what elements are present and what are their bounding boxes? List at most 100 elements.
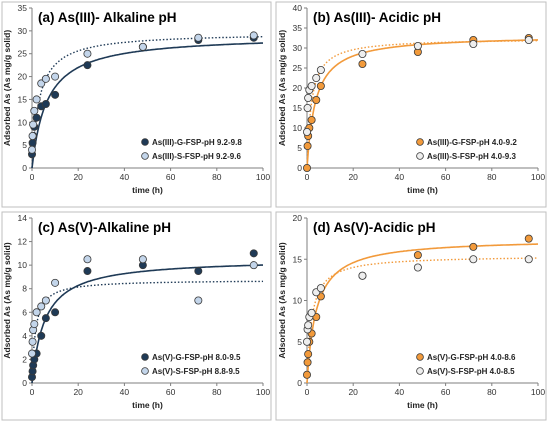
- x-axis-label: time (h): [132, 400, 163, 410]
- legend-label: As(III)-S-FSP-pH 9.2-9.6: [152, 152, 241, 161]
- legend-marker: [416, 367, 424, 375]
- data-point-series-2: [194, 33, 203, 42]
- data-point-series-2: [307, 308, 316, 317]
- data-point-series-2: [30, 106, 39, 115]
- y-axis-label: Adsorbed As (As mg/g solid): [277, 242, 287, 359]
- panel-frame: [275, 211, 547, 421]
- data-point-series-1: [302, 163, 311, 172]
- data-point-series-2: [41, 74, 50, 83]
- y-tick-label: 12: [18, 237, 28, 247]
- data-point-series-2: [413, 263, 422, 272]
- x-axis-label: time (h): [407, 400, 438, 410]
- legend-marker: [141, 367, 149, 375]
- x-tick-label: 100: [256, 387, 270, 397]
- fit-curve-series-1: [306, 39, 538, 169]
- x-tick-label: 80: [487, 172, 497, 182]
- chart-panel-4: 0 5 10 15 20 0 20 40 60 80 100 time (h) Adsorbed As …: [275, 211, 547, 421]
- panel-frame: [275, 1, 547, 208]
- x-tick-label: 80: [212, 387, 222, 397]
- y-tick-label: 0: [297, 163, 302, 173]
- x-tick-label: 60: [166, 387, 176, 397]
- chart-panel-3: 0 2 4 6 8 10 12 14 0 20 40 60 80 100 time (h) Adsorbed …: [1, 211, 272, 421]
- x-tick-label: 80: [487, 387, 497, 397]
- data-point-series-1: [469, 242, 478, 251]
- data-point-series-1: [524, 234, 533, 243]
- y-tick-label: 20: [18, 72, 28, 82]
- data-point-series-1: [41, 100, 50, 109]
- y-tick-label: 35: [18, 3, 28, 13]
- x-tick-label: 0: [305, 172, 310, 182]
- data-point-series-2: [469, 40, 478, 49]
- legend-label: As(III)-S-FSP-pH 4.0-9.3: [427, 152, 516, 161]
- data-point-series-2: [304, 321, 313, 330]
- data-point-series-1: [358, 60, 367, 69]
- x-tick-label: 0: [30, 172, 35, 182]
- y-tick-label: 10: [18, 260, 28, 270]
- x-tick-label: 20: [73, 387, 83, 397]
- data-point-series-2: [30, 320, 39, 329]
- legend-label: As(V)-S-FSP-pH 4.0-8.5: [427, 367, 515, 376]
- data-point-series-2: [32, 308, 41, 317]
- x-tick-label: 40: [395, 387, 405, 397]
- y-tick-label: 4: [22, 331, 27, 341]
- data-point-series-2: [358, 271, 367, 280]
- panel-title: (c) As(V)-Alkaline pH: [38, 220, 171, 235]
- data-point-series-2: [302, 337, 311, 346]
- x-tick-label: 20: [348, 172, 358, 182]
- y-tick-label: 40: [293, 3, 303, 13]
- y-tick-label: 25: [18, 49, 28, 59]
- data-point-series-2: [83, 49, 92, 58]
- y-tick-label: 10: [18, 117, 28, 127]
- y-axis-label: Adsorbed As (As mg/g solid): [277, 30, 287, 147]
- y-tick-label: 30: [293, 43, 303, 53]
- panel-title: (a) As(III)- Alkaline pH: [38, 10, 177, 25]
- data-point-series-1: [51, 90, 60, 99]
- x-tick-label: 100: [531, 172, 545, 182]
- x-axis-label: time (h): [132, 185, 163, 195]
- fit-curve-series-1: [306, 243, 538, 384]
- x-tick-label: 20: [73, 172, 83, 182]
- data-point-series-1: [312, 96, 321, 105]
- x-axis-label: time (h): [407, 185, 438, 195]
- y-tick-label: 25: [293, 63, 303, 73]
- legend-label: As(III)-G-FSP-pH 4.0-9.2: [427, 138, 517, 147]
- y-tick-label: 20: [293, 83, 303, 93]
- y-tick-label: 8: [22, 284, 27, 294]
- data-point-series-2: [249, 261, 258, 270]
- y-tick-label: 5: [297, 337, 302, 347]
- data-point-series-1: [316, 82, 325, 91]
- data-point-series-2: [27, 349, 36, 358]
- x-tick-label: 100: [256, 172, 270, 182]
- y-tick-label: 14: [18, 213, 28, 223]
- legend-marker: [141, 152, 149, 160]
- data-point-series-2: [138, 255, 147, 264]
- y-axis-label: Adsorbed As (As mg/g solid): [2, 242, 12, 359]
- data-point-series-1: [41, 314, 50, 323]
- y-axis-label: Adsorbed As (As mg/g solid): [2, 30, 12, 147]
- chart-panel-2: 0 5 10 15 20 25 30 35 40 0 20 40 60 80 100 time (h) Adso…: [275, 1, 547, 208]
- y-tick-label: 5: [22, 140, 27, 150]
- panel-frame: [1, 211, 272, 421]
- data-point-series-2: [312, 74, 321, 83]
- fit-curve-series-1: [31, 264, 263, 384]
- x-tick-label: 0: [305, 387, 310, 397]
- legend-marker: [416, 353, 424, 361]
- data-point-series-2: [41, 296, 50, 305]
- data-point-series-1: [194, 267, 203, 276]
- y-tick-label: 10: [293, 123, 303, 133]
- y-tick-label: 0: [297, 378, 302, 388]
- x-tick-label: 0: [30, 387, 35, 397]
- x-tick-label: 40: [120, 172, 130, 182]
- chart-panel-1: 0 5 10 15 20 25 30 35 0 20 40 60 80 100 time (h) Adsorb…: [1, 1, 272, 208]
- data-point-series-1: [32, 113, 41, 122]
- data-point-series-2: [51, 72, 60, 81]
- data-point-series-2: [358, 50, 367, 59]
- data-point-series-2: [194, 296, 203, 305]
- panel-title: (d) As(V)-Acidic pH: [313, 220, 436, 235]
- x-tick-label: 40: [120, 387, 130, 397]
- data-point-series-1: [307, 116, 316, 125]
- y-tick-label: 15: [293, 254, 303, 264]
- data-point-series-2: [524, 36, 533, 45]
- x-tick-label: 80: [212, 172, 222, 182]
